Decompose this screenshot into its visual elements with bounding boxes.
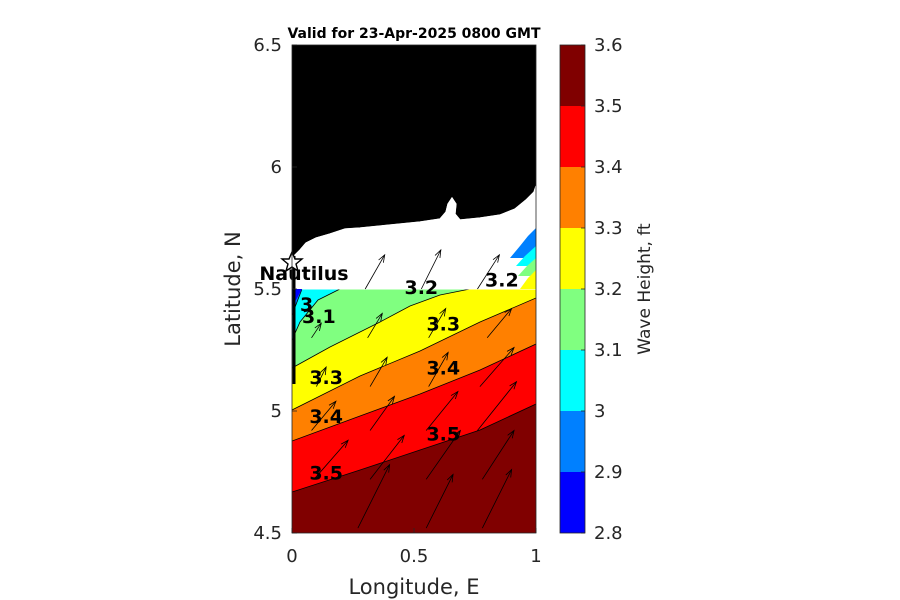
coastline (292, 185, 536, 259)
contour-label: 3.1 (302, 306, 336, 328)
y-tick-label: 6 (271, 157, 282, 178)
wave-vector (477, 253, 501, 290)
wave-vector (313, 439, 349, 480)
wave-vector (420, 248, 442, 290)
wave-direction-vectors (311, 248, 518, 529)
wave-vector (428, 351, 449, 387)
contour-label: 3.5 (309, 462, 343, 484)
plot-area: 3.2 3.2 3.13 3.3 3.3 3.4 3.4 3.5 3.5 (292, 45, 536, 533)
chart-title: Valid for 23-Apr-2025 0800 GMT (287, 26, 540, 42)
contour-label: 3.2 (404, 277, 438, 299)
coast-cyan-sliver (516, 246, 536, 266)
colorbar-segment (560, 472, 585, 533)
colorbar-segment (560, 228, 585, 289)
wave-vector (369, 395, 396, 431)
wave-vector (477, 380, 518, 431)
x-tick-label: 0.5 (400, 546, 429, 567)
coast-green-sliver (518, 258, 536, 276)
wave-vector (316, 366, 327, 387)
wave-vector (425, 429, 462, 480)
colorbar-segment (560, 350, 585, 411)
x-axis-label: Longitude, E (348, 575, 479, 599)
wave-vector (486, 307, 513, 339)
y-tick-label: 6.5 (253, 35, 282, 56)
colorbar-segment (560, 289, 585, 350)
wave-vector (367, 312, 383, 339)
wave-vector (481, 429, 515, 480)
wave-vector (425, 473, 454, 529)
wave-vector (479, 346, 515, 387)
y-axis-label: Latitude, N (221, 231, 245, 347)
colorbar-segment (560, 167, 585, 228)
wave-vector (425, 390, 459, 431)
contour-line-3-0 (292, 288, 341, 341)
contour-label: 3.4 (309, 406, 343, 428)
colorbar-label: Wave Height, ft (635, 223, 655, 355)
wave-vector (369, 356, 388, 387)
wave-vector (364, 253, 386, 290)
wave-vector (357, 463, 391, 529)
colorbar-tick-label: 3.1 (594, 340, 623, 361)
contour-fill (292, 289, 536, 533)
contour-label: 3.3 (309, 367, 343, 389)
colorbar-tick-label: 3.6 (594, 35, 623, 56)
colorbar-segment (560, 411, 585, 472)
colorbar-tick-label: 3 (594, 401, 605, 422)
contour-label: 3 (300, 294, 313, 316)
colorbar-tick-label: 2.8 (594, 523, 623, 544)
wave-vector (481, 468, 513, 529)
band-3-4-to-3-5 (292, 404, 536, 533)
wave-vector (428, 307, 447, 339)
wave-vector (311, 322, 322, 339)
colorbar-segment (560, 45, 585, 106)
contour-line-3-4 (292, 403, 536, 493)
colorbar-tick-label: 3.3 (594, 218, 623, 239)
contour-line-3-1 (292, 288, 471, 369)
colorbar: 2.8 2.9 3 3.1 3.2 3.3 3.4 3.5 3.6 (559, 35, 623, 544)
x-axis-ticks: 0 0.5 1 (286, 528, 542, 567)
contour-label: 3.3 (426, 313, 460, 335)
contour-line-3-3 (292, 343, 536, 442)
x-tick-label: 1 (530, 546, 541, 567)
y-tick-label: 5 (271, 401, 282, 422)
colorbar-tick-label: 3.2 (594, 279, 623, 300)
y-axis-ticks: 4.5 5 5.5 6 6.5 (253, 35, 297, 544)
contour-labels: 3.2 3.2 3.13 3.3 3.3 3.4 3.4 3.5 3.5 (300, 270, 519, 485)
y-tick-label: 4.5 (253, 523, 282, 544)
y-tick-label: 5.5 (253, 279, 282, 300)
contour-label: 3.2 (485, 270, 519, 292)
wave-vector (369, 434, 405, 480)
colorbar-tick-label: 3.4 (594, 157, 623, 178)
contour-line-3-2 (292, 297, 536, 411)
colorbar-tick-label: 2.9 (594, 462, 623, 483)
coast-blue-sliver (510, 228, 536, 258)
colorbar-segment (560, 106, 585, 167)
x-tick-label: 0 (286, 546, 297, 567)
wave-vector (311, 400, 337, 431)
location-label: Nautilus (259, 263, 348, 285)
colorbar-tick-label: 3.5 (594, 96, 623, 117)
coast-yellow-sliver (520, 270, 536, 289)
contour-label: 3.4 (426, 357, 460, 379)
contour-label: 3.5 (426, 423, 460, 445)
contour-lines (292, 288, 536, 493)
